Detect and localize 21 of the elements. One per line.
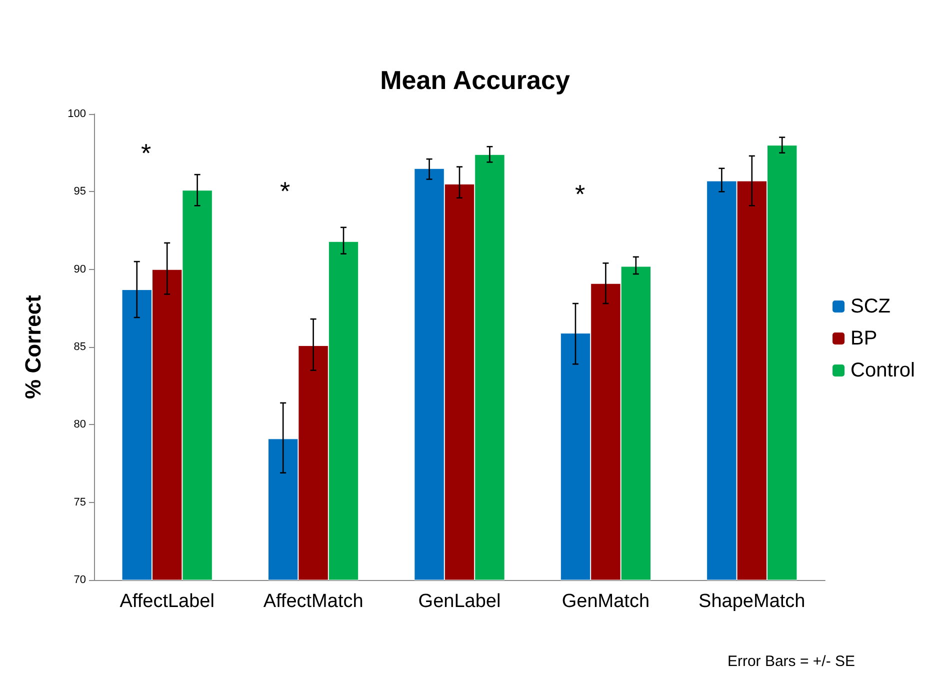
- x-tick-label: GenMatch: [562, 591, 650, 612]
- y-axis-title: % Correct: [20, 294, 46, 399]
- annotation: *: [574, 179, 586, 209]
- y-tick-label: 100: [68, 108, 86, 120]
- y-tick-label: 85: [74, 341, 86, 353]
- annotation: *: [280, 176, 290, 206]
- chart-title: Mean Accuracy: [380, 65, 570, 95]
- text: Error Bars = +/- SE: [727, 653, 856, 670]
- legend-label: BP: [850, 328, 878, 350]
- x-tick-label: ShapeMatch: [698, 591, 806, 612]
- y-tick-label: 75: [74, 496, 86, 508]
- legend-label: SCZ: [850, 296, 891, 318]
- y-tick-label: 95: [74, 186, 86, 198]
- annotation: *: [140, 138, 152, 168]
- y-tick-label: 70: [74, 574, 86, 586]
- x-tick-label: GenLabel: [418, 591, 501, 612]
- x-tick-label: AffectLabel: [120, 591, 214, 612]
- x-tick-label: AffectMatch: [263, 591, 364, 612]
- legend-label: Control: [850, 360, 916, 382]
- y-tick-label: 90: [74, 263, 86, 276]
- y-tick-label: 80: [74, 418, 86, 431]
